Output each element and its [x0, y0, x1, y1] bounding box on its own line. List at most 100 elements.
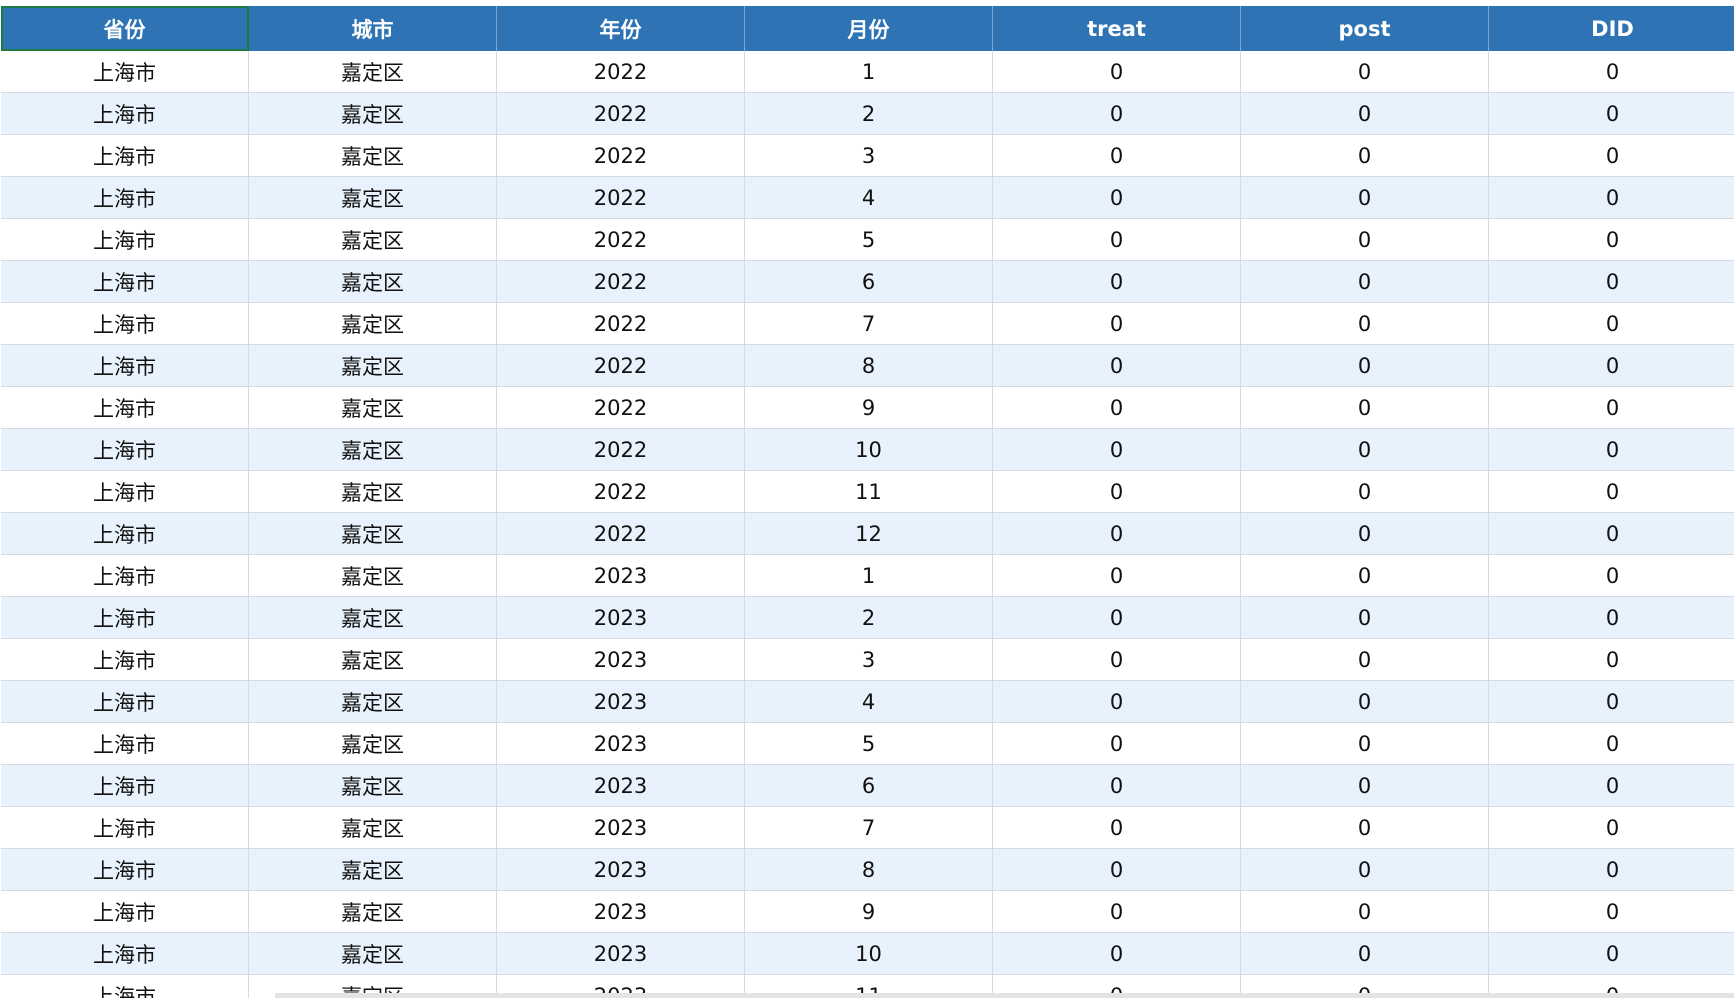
table-cell[interactable]: 3 — [744, 134, 993, 177]
table-cell[interactable]: 0 — [1240, 596, 1489, 639]
table-cell[interactable]: 嘉定区 — [248, 386, 497, 429]
table-cell[interactable]: 2023 — [496, 680, 745, 723]
table-cell[interactable]: 0 — [992, 722, 1241, 765]
table-cell[interactable]: 2023 — [496, 722, 745, 765]
table-cell[interactable]: 0 — [1488, 92, 1734, 135]
table-cell[interactable]: 上海市 — [1, 638, 249, 681]
table-cell[interactable]: 7 — [744, 302, 993, 345]
table-cell[interactable]: 嘉定区 — [248, 302, 497, 345]
table-cell[interactable]: 5 — [744, 218, 993, 261]
table-cell[interactable]: 7 — [744, 806, 993, 849]
table-cell[interactable]: 0 — [992, 92, 1241, 135]
table-cell[interactable]: 0 — [992, 344, 1241, 387]
table-cell[interactable]: 上海市 — [1, 932, 249, 975]
table-cell[interactable]: 上海市 — [1, 302, 249, 345]
column-header[interactable]: 年份 — [496, 6, 745, 51]
table-cell[interactable]: 上海市 — [1, 470, 249, 513]
table-cell[interactable]: 0 — [1488, 218, 1734, 261]
table-cell[interactable]: 0 — [1488, 512, 1734, 555]
table-cell[interactable]: 嘉定区 — [248, 806, 497, 849]
table-cell[interactable]: 嘉定区 — [248, 344, 497, 387]
table-cell[interactable]: 嘉定区 — [248, 218, 497, 261]
table-cell[interactable]: 0 — [1488, 722, 1734, 765]
table-cell[interactable]: 2022 — [496, 134, 745, 177]
table-cell[interactable]: 上海市 — [1, 848, 249, 891]
table-cell[interactable]: 嘉定区 — [248, 890, 497, 933]
table-cell[interactable]: 2022 — [496, 302, 745, 345]
table-cell[interactable]: 0 — [992, 848, 1241, 891]
table-cell[interactable]: 2 — [744, 596, 993, 639]
table-cell[interactable]: 10 — [744, 428, 993, 471]
table-cell[interactable]: 上海市 — [1, 764, 249, 807]
table-cell[interactable]: 0 — [992, 428, 1241, 471]
table-cell[interactable]: 0 — [1240, 176, 1489, 219]
table-cell[interactable]: 2 — [744, 92, 993, 135]
table-cell[interactable]: 0 — [1488, 554, 1734, 597]
table-cell[interactable]: 0 — [1488, 470, 1734, 513]
table-cell[interactable]: 嘉定区 — [248, 596, 497, 639]
table-cell[interactable]: 2023 — [496, 806, 745, 849]
table-cell[interactable]: 0 — [1488, 428, 1734, 471]
table-cell[interactable]: 嘉定区 — [248, 512, 497, 555]
table-cell[interactable]: 嘉定区 — [248, 470, 497, 513]
column-header[interactable]: 月份 — [744, 6, 993, 51]
column-header[interactable]: DID — [1488, 6, 1734, 51]
table-cell[interactable]: 0 — [1488, 134, 1734, 177]
table-cell[interactable]: 0 — [1240, 470, 1489, 513]
table-cell[interactable]: 0 — [992, 176, 1241, 219]
table-cell[interactable]: 2022 — [496, 512, 745, 555]
table-cell[interactable]: 0 — [1240, 890, 1489, 933]
table-cell[interactable]: 2023 — [496, 638, 745, 681]
table-cell[interactable]: 上海市 — [1, 890, 249, 933]
table-cell[interactable]: 0 — [1240, 638, 1489, 681]
table-cell[interactable]: 0 — [1488, 344, 1734, 387]
column-header[interactable]: treat — [992, 6, 1241, 51]
table-cell[interactable]: 嘉定区 — [248, 428, 497, 471]
table-cell[interactable]: 0 — [992, 890, 1241, 933]
table-cell[interactable]: 0 — [992, 680, 1241, 723]
table-cell[interactable]: 0 — [992, 806, 1241, 849]
table-cell[interactable]: 0 — [992, 638, 1241, 681]
table-cell[interactable]: 2022 — [496, 470, 745, 513]
table-cell[interactable]: 0 — [1240, 806, 1489, 849]
table-cell[interactable]: 11 — [744, 470, 993, 513]
table-cell[interactable]: 0 — [1240, 51, 1489, 93]
table-cell[interactable]: 6 — [744, 260, 993, 303]
table-cell[interactable]: 6 — [744, 764, 993, 807]
table-cell[interactable]: 2023 — [496, 596, 745, 639]
table-cell[interactable]: 嘉定区 — [248, 680, 497, 723]
table-cell[interactable]: 0 — [992, 512, 1241, 555]
table-cell[interactable]: 上海市 — [1, 680, 249, 723]
table-cell[interactable]: 0 — [1488, 260, 1734, 303]
table-cell[interactable]: 上海市 — [1, 386, 249, 429]
table-cell[interactable]: 2023 — [496, 764, 745, 807]
column-header[interactable]: post — [1240, 6, 1489, 51]
table-cell[interactable]: 0 — [992, 134, 1241, 177]
table-cell[interactable]: 1 — [744, 51, 993, 93]
table-cell[interactable]: 2023 — [496, 554, 745, 597]
table-cell[interactable]: 上海市 — [1, 428, 249, 471]
table-cell[interactable]: 8 — [744, 344, 993, 387]
column-header[interactable]: 城市 — [248, 6, 497, 51]
table-cell[interactable]: 0 — [1488, 680, 1734, 723]
table-cell[interactable]: 2022 — [496, 176, 745, 219]
table-cell[interactable]: 0 — [1240, 680, 1489, 723]
table-cell[interactable]: 0 — [1240, 302, 1489, 345]
table-cell[interactable]: 2022 — [496, 92, 745, 135]
table-cell[interactable]: 上海市 — [1, 596, 249, 639]
table-cell[interactable]: 0 — [1240, 260, 1489, 303]
table-cell[interactable]: 0 — [992, 302, 1241, 345]
table-cell[interactable]: 上海市 — [1, 974, 249, 998]
table-cell[interactable]: 上海市 — [1, 218, 249, 261]
table-cell[interactable]: 上海市 — [1, 722, 249, 765]
table-cell[interactable]: 0 — [1240, 428, 1489, 471]
table-cell[interactable]: 11 — [744, 974, 993, 998]
table-cell[interactable]: 4 — [744, 176, 993, 219]
table-cell[interactable]: 0 — [992, 51, 1241, 93]
table-cell[interactable]: 0 — [1488, 176, 1734, 219]
table-cell[interactable]: 嘉定区 — [248, 638, 497, 681]
table-cell[interactable]: 10 — [744, 932, 993, 975]
table-cell[interactable]: 0 — [1240, 932, 1489, 975]
table-cell[interactable]: 0 — [1240, 764, 1489, 807]
table-cell[interactable]: 0 — [992, 218, 1241, 261]
